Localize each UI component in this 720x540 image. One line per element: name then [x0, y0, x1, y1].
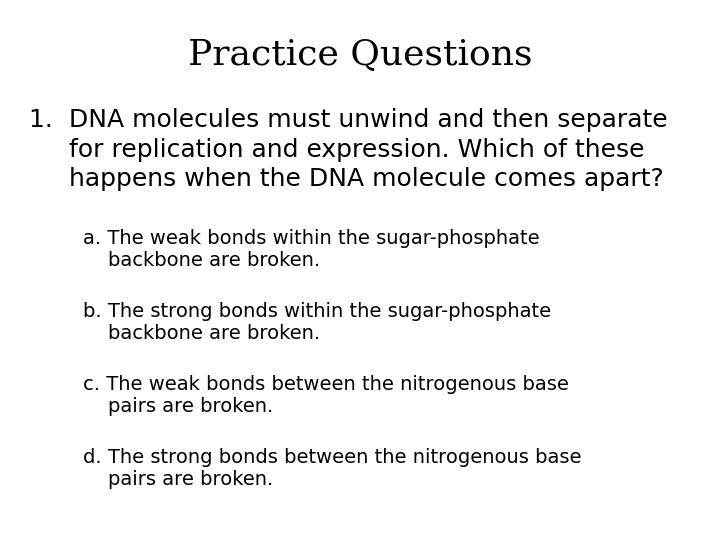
Text: a. The weak bonds within the sugar-phosphate
    backbone are broken.: a. The weak bonds within the sugar-phosp… — [83, 230, 539, 271]
Text: c. The weak bonds between the nitrogenous base
    pairs are broken.: c. The weak bonds between the nitrogenou… — [83, 375, 569, 416]
Text: 1.  DNA molecules must unwind and then separate
     for replication and express: 1. DNA molecules must unwind and then se… — [29, 108, 667, 191]
Text: b. The strong bonds within the sugar-phosphate
    backbone are broken.: b. The strong bonds within the sugar-pho… — [83, 302, 551, 343]
Text: Practice Questions: Practice Questions — [188, 38, 532, 72]
Text: d. The strong bonds between the nitrogenous base
    pairs are broken.: d. The strong bonds between the nitrogen… — [83, 448, 581, 489]
